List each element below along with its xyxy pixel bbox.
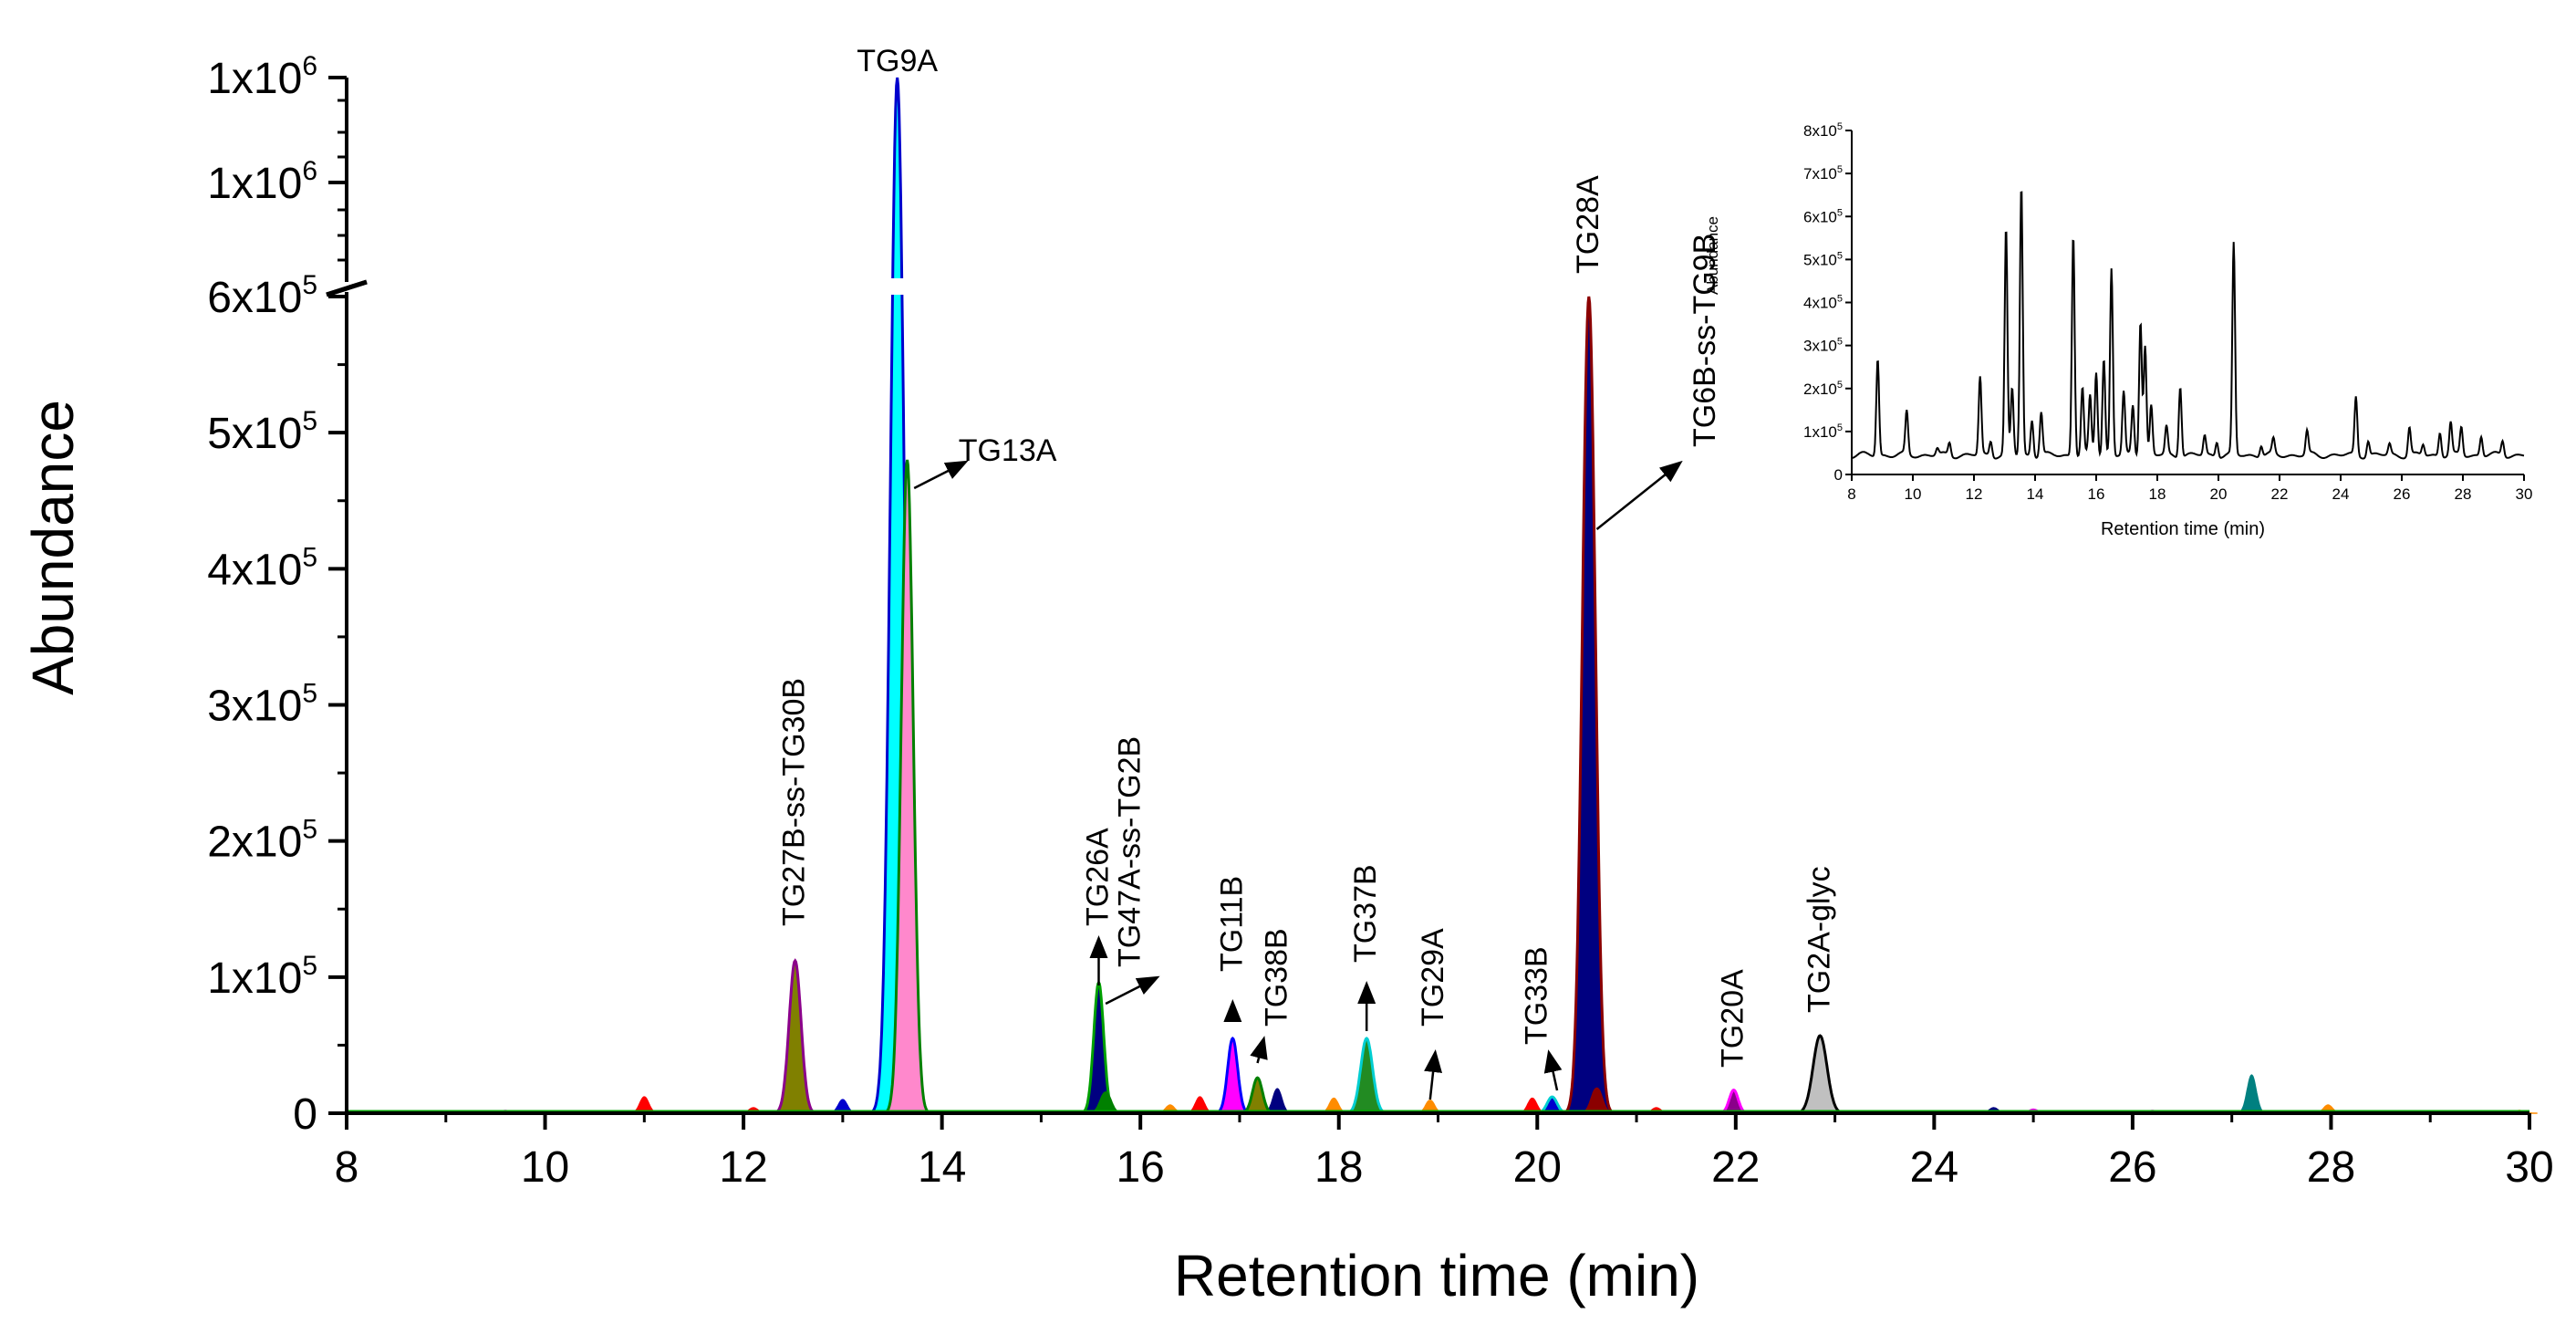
inset-x-tick-label: 18 xyxy=(2149,485,2166,503)
inset-axes-layer: 8 10 12 14 16 18 20 22 24 26 28 30 0 1x105 2x105 3x105 4… xyxy=(1803,121,2532,503)
main-peaks-layer xyxy=(319,77,2557,1115)
peak-label-tg13a: TG13A xyxy=(959,433,1057,468)
peak-label-tg26a: TG26A xyxy=(1081,828,1116,926)
y-axis-title: Abundance xyxy=(20,400,86,695)
y-tick-label: 3x105 xyxy=(207,679,317,731)
axis-break-gap xyxy=(319,278,2557,295)
peak-arrow xyxy=(1250,1036,1268,1064)
peak-arrow xyxy=(1595,460,1683,530)
peak-tg26a xyxy=(1078,980,1119,1115)
y-tick-label: 4x105 xyxy=(207,542,317,594)
y-tick-label: 5x105 xyxy=(207,406,317,458)
main-axes-layer: 8 10 12 14 16 18 20 22 24 26 28 30 0 1x105 2x105 3x105 4… xyxy=(207,51,2553,1192)
inset-x-tick-label: 12 xyxy=(1966,485,1983,503)
peak-tg13a xyxy=(882,459,933,1115)
x-tick-label: 8 xyxy=(335,1143,359,1192)
inset-y-tick-label: 0 xyxy=(1834,466,1843,484)
inset-chart: 8 10 12 14 16 18 20 22 24 26 28 30 0 1x105 2x105 3x105 4… xyxy=(1704,121,2532,539)
x-tick-label: 30 xyxy=(2505,1143,2553,1192)
inset-y-tick-label: 2x105 xyxy=(1803,380,1843,398)
inset-y-tick-label: 8x105 xyxy=(1803,121,1843,140)
peak-label-tg37b: TG37B xyxy=(1348,864,1383,963)
peak-arrow xyxy=(1543,1049,1563,1091)
inset-x-tick-label: 26 xyxy=(2394,485,2411,503)
minor-peak xyxy=(2233,1074,2270,1114)
peak-arrow xyxy=(1105,975,1160,1006)
inset-trace-layer xyxy=(1851,191,2525,460)
x-tick-label: 28 xyxy=(2307,1143,2355,1192)
peak-arrow xyxy=(1424,1049,1443,1100)
inset-x-tick-label: 22 xyxy=(2271,485,2289,503)
x-tick-label: 24 xyxy=(1910,1143,1958,1192)
peak-label-tg47a-ss-tg2b: TG47A-ss-TG2B xyxy=(1112,736,1147,967)
peak-label-tg33b: TG33B xyxy=(1519,946,1553,1045)
inset-y-tick-label: 4x105 xyxy=(1803,294,1843,312)
inset-x-tick-label: 16 xyxy=(2088,485,2105,503)
inset-x-tick-label: 30 xyxy=(2516,485,2533,503)
inset-x-tick-label: 24 xyxy=(2332,485,2350,503)
peak-tg20a xyxy=(1716,1089,1752,1115)
x-tick-label: 10 xyxy=(521,1143,569,1192)
axis-break-mark xyxy=(326,279,368,297)
x-tick-label: 14 xyxy=(918,1143,966,1192)
inset-x-tick-label: 8 xyxy=(1847,485,1855,503)
x-tick-label: 20 xyxy=(1513,1143,1562,1192)
inset-y-axis-title: Abundance xyxy=(1704,216,1721,295)
inset-y-tick-label: 6x105 xyxy=(1803,207,1843,225)
peak-label-tg29a: TG29A xyxy=(1416,928,1450,1027)
y-tick-label: 1x106 xyxy=(207,51,317,103)
inset-x-tick-label: 20 xyxy=(2210,485,2228,503)
inset-y-tick-label: 1x105 xyxy=(1803,422,1843,441)
peak-label-tg6b-ss-tg9b: TG6B-ss-TG9B xyxy=(1688,234,1722,447)
inset-x-tick-label: 14 xyxy=(2027,485,2044,503)
peak-label-tg2a-glyc: TG2A-glyc xyxy=(1802,866,1836,1013)
inset-x-tick-label: 10 xyxy=(1905,485,1922,503)
y-tick-label: 2x105 xyxy=(207,815,317,867)
peak-label-tg27b-ss-tg30b: TG27B-ss-TG30B xyxy=(777,678,812,926)
peak-tg37b xyxy=(1343,1037,1391,1115)
peak-tg27b-ss-tg30b xyxy=(770,958,821,1115)
peak-label-tg38b: TG38B xyxy=(1259,928,1293,1027)
peak-arrow xyxy=(913,460,969,490)
x-tick-label: 12 xyxy=(719,1143,767,1192)
y-tick-label: 1x106 xyxy=(207,156,317,208)
x-tick-label: 18 xyxy=(1314,1143,1363,1192)
peak-label-tg11b: TG11B xyxy=(1214,876,1249,972)
inset-y-tick-label: 3x105 xyxy=(1803,337,1843,355)
peak-tg2a-glyc xyxy=(1792,1034,1848,1115)
peak-labels-layer: TG27B-ss-TG30B TG9A TG13A TG26ATG47A-ss-TG2… xyxy=(777,44,1836,1100)
inset-y-tick-label: 7x105 xyxy=(1803,164,1843,182)
peak-label-tg28a: TG28A xyxy=(1571,175,1605,274)
peak-tg28a xyxy=(1562,296,1616,1115)
x-axis-title: Retention time (min) xyxy=(1174,1243,1699,1308)
y-tick-label: 6x105 xyxy=(207,270,317,322)
inset-y-tick-label: 5x105 xyxy=(1803,250,1843,268)
inset-trace-line xyxy=(1851,191,2525,460)
peak-label-tg9a: TG9A xyxy=(857,44,938,78)
peak-label-tg20a: TG20A xyxy=(1716,969,1750,1068)
inset-x-tick-label: 28 xyxy=(2455,485,2472,503)
y-tick-label: 0 xyxy=(293,1090,317,1139)
y-tick-label: 1x105 xyxy=(207,951,317,1003)
x-tick-label: 26 xyxy=(2108,1143,2156,1192)
peak-tg11b xyxy=(1212,1036,1253,1115)
x-tick-label: 22 xyxy=(1711,1143,1760,1192)
x-tick-label: 16 xyxy=(1116,1143,1164,1192)
inset-x-axis-title: Retention time (min) xyxy=(2101,519,2265,539)
